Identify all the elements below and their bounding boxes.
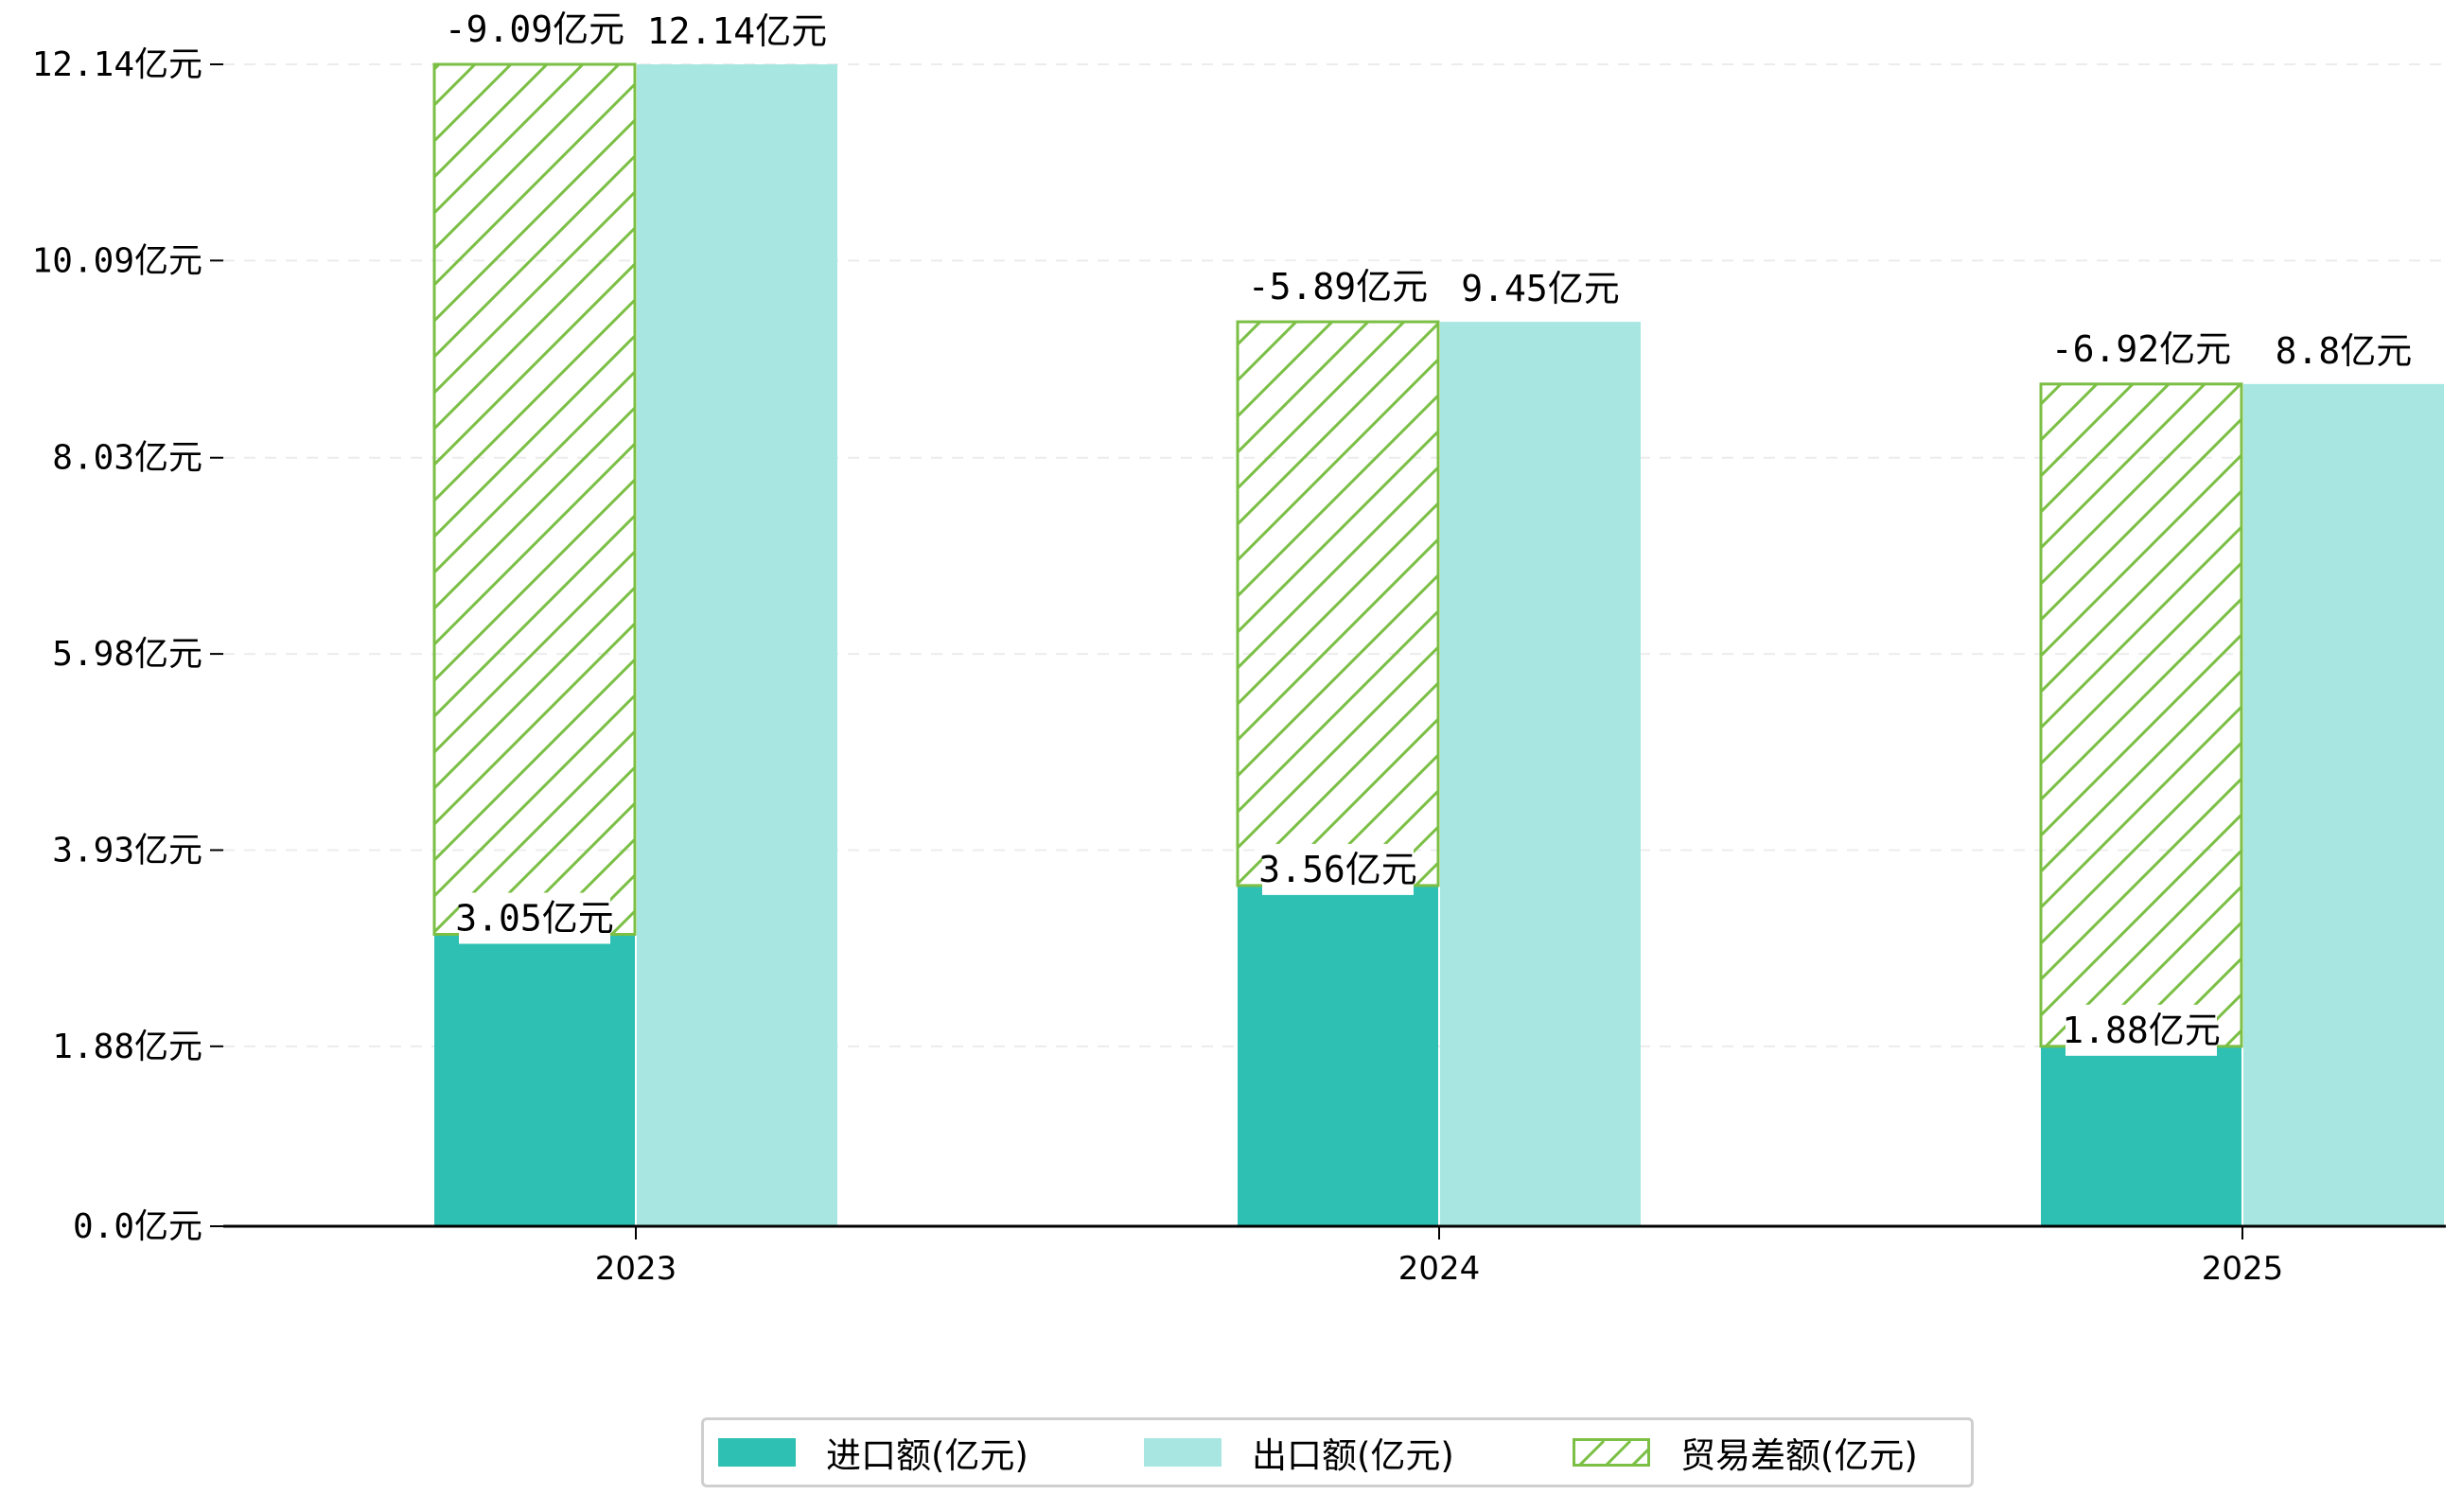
legend-item-import: 进口额(亿元) xyxy=(718,1420,1028,1485)
legend-swatch-export xyxy=(1144,1438,1222,1467)
axes: 0.0亿元 1.88亿元 3.93亿元 5.98亿元 8.03亿元 10.09亿元 12.1… xyxy=(32,45,2446,1288)
data-label-export-bg xyxy=(2279,325,2408,377)
legend-item-export: 出口额(亿元) xyxy=(1144,1420,1454,1485)
data-label-import: 3.05亿元 xyxy=(455,897,614,939)
y-tick-label: 0.0亿元 xyxy=(73,1207,202,1246)
bar-import xyxy=(2041,1046,2241,1226)
data-label-import: 3.56亿元 xyxy=(1258,849,1417,890)
data-label-export: 9.45亿元 xyxy=(1461,268,1620,309)
bar-export xyxy=(1440,322,1641,1226)
bar-balance xyxy=(432,62,637,936)
y-tick-label: 12.14亿元 xyxy=(32,45,202,84)
data-label-balance: -9.09亿元 xyxy=(445,9,624,50)
y-tick-label: 1.88亿元 xyxy=(52,1028,202,1066)
y-tick-label: 10.09亿元 xyxy=(32,241,202,280)
y-tick-label: 5.98亿元 xyxy=(52,635,202,674)
data-label-export-bg xyxy=(650,6,824,57)
bar-import xyxy=(1238,885,1438,1226)
data-label-balance: -5.89亿元 xyxy=(1248,266,1428,308)
legend-swatch-balance xyxy=(1573,1438,1650,1467)
data-label-import-bg xyxy=(459,892,610,944)
bar-export xyxy=(637,64,837,1226)
data-label-export: 12.14亿元 xyxy=(647,10,827,52)
legend-label-export: 出口额(亿元) xyxy=(1252,1435,1454,1476)
legend-label-balance: 贸易差额(亿元) xyxy=(1680,1435,1918,1476)
data-label-import: 1.88亿元 xyxy=(2062,1010,2221,1051)
data-label-balance: -6.92亿元 xyxy=(2051,328,2231,370)
bar-import xyxy=(434,934,635,1226)
legend-swatch-import xyxy=(718,1438,796,1467)
bar-balance xyxy=(2039,382,2243,1048)
x-tick-label: 2024 xyxy=(1398,1250,1481,1288)
data-label-import-bg xyxy=(2065,1004,2217,1056)
legend-item-balance: 贸易差额(亿元) xyxy=(1573,1420,1918,1485)
bars xyxy=(432,62,2444,1227)
bar-export xyxy=(2243,383,2444,1227)
data-label-balance-bg xyxy=(448,4,622,55)
bar-balance xyxy=(1236,320,1440,888)
data-label-balance-bg xyxy=(1251,261,1425,313)
x-tick-label: 2023 xyxy=(595,1250,677,1288)
data-label-import-bg xyxy=(1262,843,1414,895)
legend-label-import: 进口额(亿元) xyxy=(826,1435,1028,1476)
data-label-export-bg xyxy=(1465,263,1616,315)
y-tick-label: 3.93亿元 xyxy=(52,831,202,870)
y-tick-label: 8.03亿元 xyxy=(52,439,202,478)
x-tick-label: 2025 xyxy=(2202,1250,2284,1288)
data-label-balance-bg xyxy=(2054,323,2228,375)
data-label-export: 8.8亿元 xyxy=(2276,330,2413,372)
legend: 进口额(亿元) 出口额(亿元) 贸易差额(亿元) xyxy=(701,1417,1974,1487)
data-labels: 3.05亿元 -9.09亿元 12.14亿元 3.56亿元 -5.89亿元 9.45亿元 1… xyxy=(445,4,2413,1056)
